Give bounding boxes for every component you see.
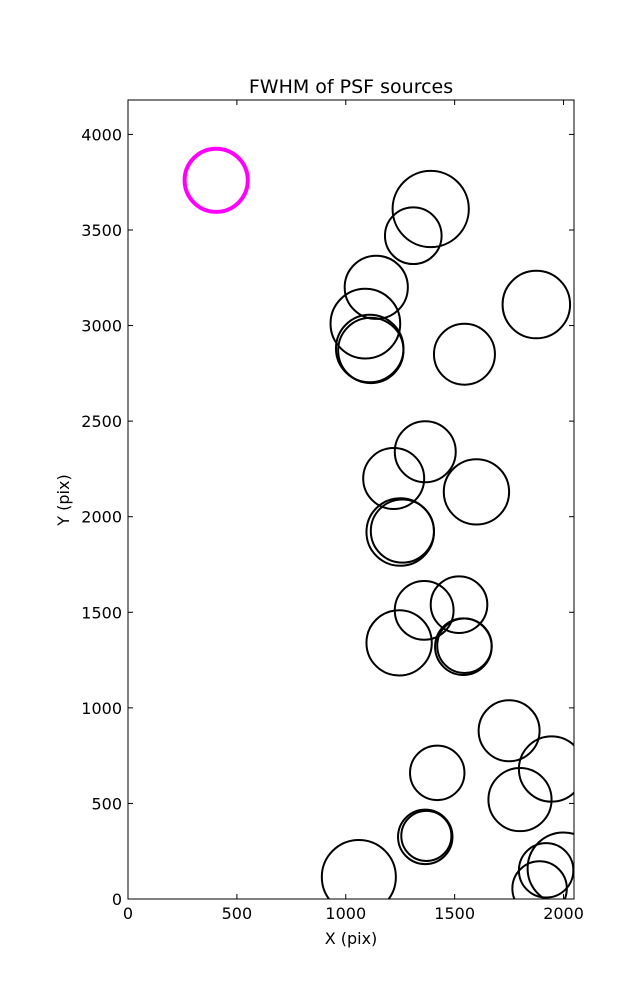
x-axis-label: X (pix) xyxy=(325,929,378,948)
y-tick-label: 0 xyxy=(112,890,122,909)
plot-frame xyxy=(127,99,575,900)
psf-circle xyxy=(511,860,568,899)
psf-circle xyxy=(442,458,511,526)
psf-circle xyxy=(343,254,409,320)
y-tick-label: 1000 xyxy=(81,699,122,718)
y-tick-label: 2500 xyxy=(81,412,122,431)
psf-circle xyxy=(432,322,496,386)
x-tick-label: 1000 xyxy=(325,904,366,923)
psf-circle xyxy=(436,617,493,674)
psf-circle xyxy=(383,206,443,266)
x-axis: 0 500 1000 1500 2000 xyxy=(123,100,584,923)
x-tick-label: 1500 xyxy=(434,904,475,923)
psf-circle xyxy=(397,808,454,866)
psf-circle xyxy=(526,831,574,899)
x-tick-label: 0 xyxy=(123,904,133,923)
psf-circle xyxy=(429,575,489,634)
psf-circle xyxy=(365,609,433,677)
y-tick-label: 2000 xyxy=(81,508,122,527)
psf-circle xyxy=(477,699,541,763)
y-tick-label: 500 xyxy=(91,794,122,813)
psf-circle xyxy=(337,316,405,385)
x-tick-label: 500 xyxy=(222,904,253,923)
y-axis: 0 500 1000 1500 2000 2500 3000 3500 4000 xyxy=(81,125,574,909)
highlight-psf-circle xyxy=(182,146,250,214)
psf-circle xyxy=(362,446,426,510)
psf-circle xyxy=(329,287,402,360)
chart-title: FWHM of PSF sources xyxy=(249,76,453,98)
psf-circle xyxy=(400,809,453,862)
y-tick-label: 1500 xyxy=(81,603,122,622)
y-axis-label: Y (pix) xyxy=(54,474,73,526)
psf-circle xyxy=(409,744,466,802)
x-tick-label: 2000 xyxy=(543,904,584,923)
psf-circle xyxy=(501,269,572,340)
plot-markers xyxy=(182,146,574,899)
y-tick-label: 3000 xyxy=(81,317,122,336)
psf-circle xyxy=(487,767,553,833)
psf-circle xyxy=(320,839,397,899)
y-tick-label: 4000 xyxy=(81,125,122,144)
psf-circle xyxy=(393,420,457,484)
psf-circle xyxy=(391,169,470,249)
psf-circle xyxy=(369,498,435,564)
y-tick-label: 3500 xyxy=(81,221,122,240)
